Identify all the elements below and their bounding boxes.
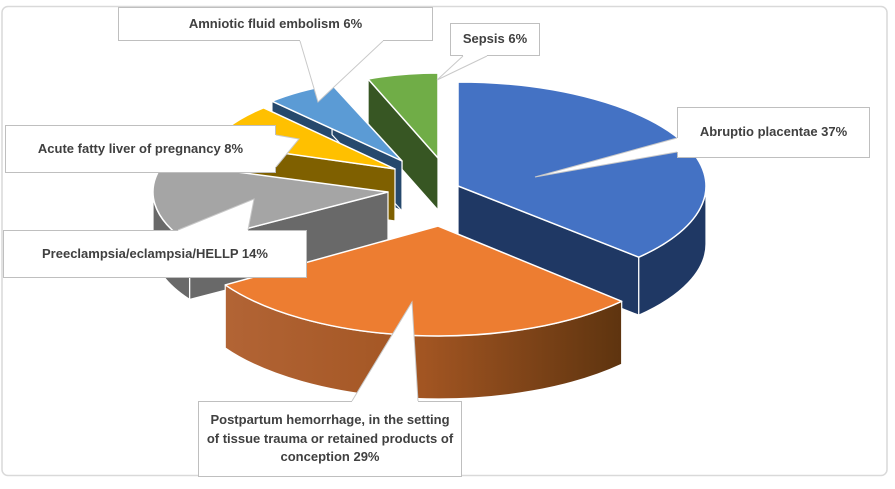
data-label-callout-preeclampsia[interactable]: Preeclampsia/eclampsia/HELLP 14% (3, 230, 307, 278)
data-label-callout-acute-fatty-liver[interactable]: Acute fatty liver of pregnancy 8% (5, 125, 276, 173)
data-label-text: Sepsis 6% (462, 31, 528, 47)
data-label-callout-amniotic[interactable]: Amniotic fluid embolism 6% (118, 7, 433, 41)
data-label-text: Amniotic fluid embolism 6% (188, 15, 363, 31)
data-label-text: Postpartum hemorrhage, in the setting of… (206, 411, 454, 465)
data-label-callout-abruptio[interactable]: Abruptio placentae 37% (677, 107, 870, 158)
data-label-text: Preeclampsia/eclampsia/HELLP 14% (42, 245, 268, 261)
data-label-callout-sepsis[interactable]: Sepsis 6% (450, 23, 540, 56)
data-label-text: Acute fatty liver of pregnancy 8% (37, 140, 244, 156)
data-label-callout-postpartum[interactable]: Postpartum hemorrhage, in the setting of… (198, 401, 462, 477)
data-label-text: Abruptio placentae 37% (699, 124, 848, 140)
